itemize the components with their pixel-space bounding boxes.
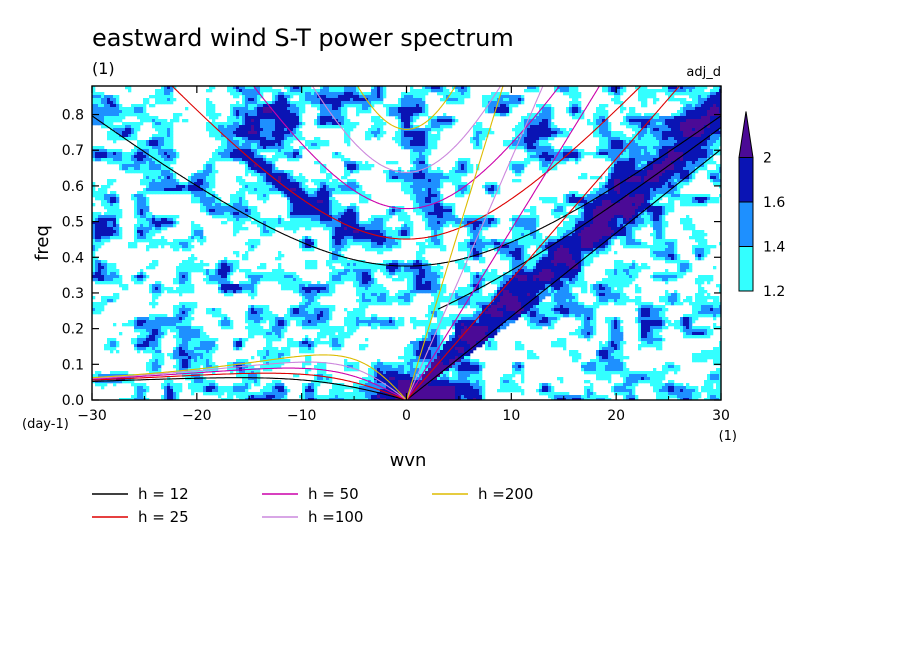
colorbar-extend-arrow (738, 111, 754, 158)
dispersion-curves (92, 86, 721, 400)
kelvin-curve-h25 (406, 86, 681, 400)
kelvin-curve-h100 (406, 86, 544, 400)
colorbar-label: 1.6 (763, 195, 785, 211)
y-tick-label: 0.7 (62, 143, 84, 159)
colorbar-segment (738, 246, 754, 292)
colorbar-segment (738, 201, 754, 247)
power-contour-field (92, 86, 721, 400)
x-tick-label: 0 (402, 408, 411, 424)
legend-label-h100: h =100 (308, 508, 363, 526)
y-tick-label: 0.4 (62, 250, 84, 266)
y-tick-label: 0.0 (62, 393, 84, 409)
colorbar-label: 1.2 (763, 284, 785, 300)
y-tick-label: 0.6 (62, 179, 84, 195)
gravity-curve-h12 (92, 115, 721, 267)
y-tick-label: 0.2 (62, 322, 84, 338)
rossby-curve-h25 (92, 372, 406, 400)
gravity-curve-h200 (356, 86, 457, 130)
x-tick-label: 10 (502, 408, 520, 424)
colorbar-label: 1.4 (763, 240, 785, 256)
colorbar: 1.2 1.4 1.6 2 (738, 111, 785, 300)
y-tick-label: 0.1 (62, 357, 84, 373)
y-axis: 0.0 0.1 0.2 0.3 0.4 0.5 0.6 0.7 0.8 (62, 108, 721, 409)
kelvin-curve-h50 (406, 86, 601, 400)
y-tick-label: 0.5 (62, 215, 84, 231)
y-tick-label: 0.8 (62, 108, 84, 124)
x-tick-label: 20 (607, 408, 625, 424)
chart-title: eastward wind S-T power spectrum (92, 24, 514, 52)
x-axis: −30 −20 −10 0 10 20 30 (77, 86, 730, 424)
kelvin-curve-h12 (406, 149, 721, 400)
y-tick-label: 0.3 (62, 286, 84, 302)
mrg-curve-h12 (437, 126, 721, 310)
legend: h = 12 h = 25 h = 50 h =100 h =200 (92, 485, 533, 526)
y-axis-unit: (day-1) (22, 417, 69, 432)
x-axis-label: wvn (390, 450, 427, 471)
legend-label-h25: h = 25 (138, 508, 189, 526)
colorbar-segment (738, 157, 754, 203)
legend-label-h50: h = 50 (308, 485, 359, 503)
chart-subtitle-left: (1) (92, 59, 115, 78)
x-tick-label: −30 (77, 408, 107, 424)
x-tick-label: 30 (712, 408, 730, 424)
x-tick-label: −20 (182, 408, 212, 424)
gravity-curve-h25 (171, 86, 642, 240)
gravity-curve-h100 (311, 86, 502, 173)
y-axis-label: freq (32, 225, 53, 261)
x-axis-unit: (1) (719, 429, 737, 444)
kelvin-curve-h200 (406, 86, 504, 400)
colorbar-label: 2 (763, 151, 772, 167)
rossby-curve-h12 (92, 377, 406, 400)
x-tick-label: −10 (287, 408, 317, 424)
legend-label-h12: h = 12 (138, 485, 189, 503)
rossby-curve-h50 (92, 367, 406, 400)
rossby-curve-h100 (92, 361, 406, 400)
legend-label-h200: h =200 (478, 485, 533, 503)
rossby-curve-h200 (92, 354, 406, 400)
gravity-curve-h50 (252, 86, 561, 210)
chart-subtitle-right: adj_d (686, 65, 721, 80)
